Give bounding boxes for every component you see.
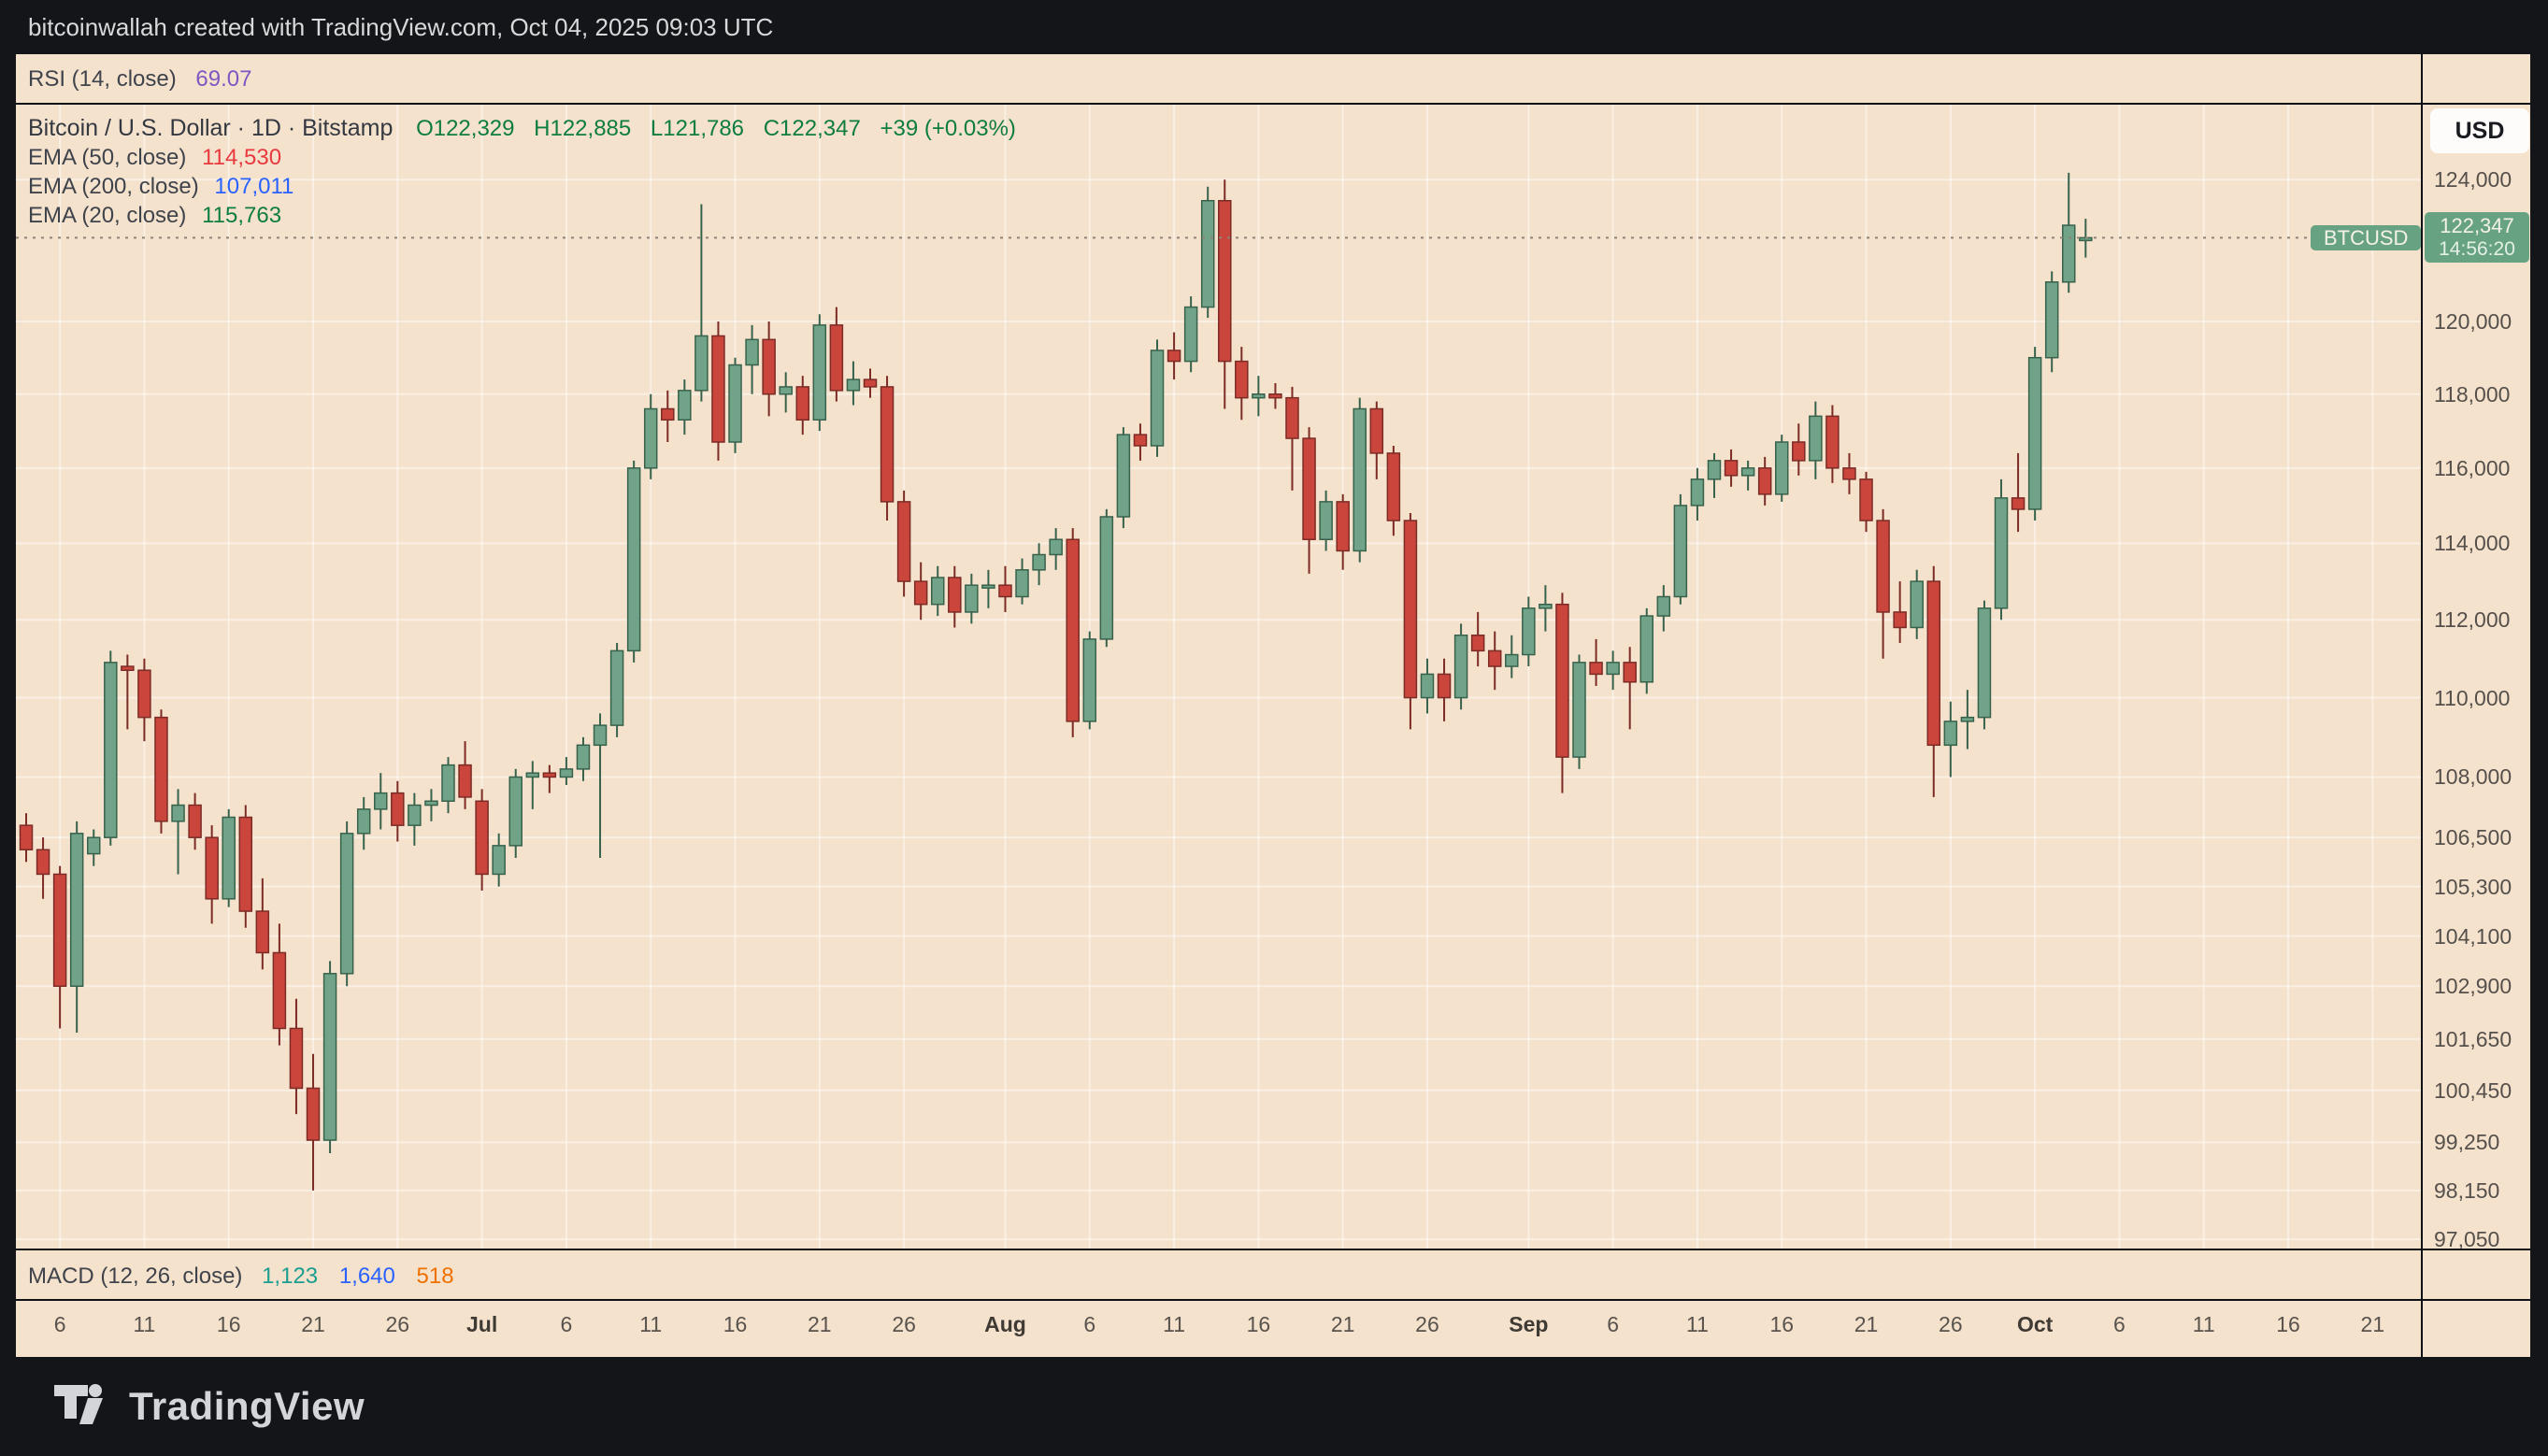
- ema20-legend[interactable]: EMA (20, close) 115,763: [28, 201, 1029, 230]
- time-month-label: Sep: [1509, 1312, 1549, 1336]
- rsi-value: 69.07: [195, 66, 252, 92]
- time-day-label: 16: [216, 1312, 241, 1336]
- ohlc-open: O122,329: [416, 116, 515, 141]
- symbol-legend[interactable]: Bitcoin / U.S. Dollar · 1D · Bitstamp O1…: [28, 114, 1029, 230]
- time-day-label: 16: [1769, 1312, 1795, 1336]
- time-day-label: 11: [639, 1312, 663, 1336]
- time-day-label: 21: [2360, 1312, 2385, 1336]
- ema50-label: EMA (50, close): [28, 145, 187, 170]
- time-day-label: 6: [560, 1312, 573, 1336]
- price-tick-label: 116,000: [2434, 455, 2511, 480]
- ema50-value: 114,530: [202, 145, 282, 170]
- time-month-label: Jul: [465, 1312, 498, 1336]
- ohlc-high: H122,885: [534, 116, 632, 141]
- price-tick-label: 98,150: [2434, 1178, 2500, 1203]
- price-tick-label: 101,650: [2434, 1026, 2512, 1051]
- footer-bar: TradingView: [0, 1357, 2548, 1456]
- ema20-value: 115,763: [202, 203, 282, 228]
- time-day-label: 21: [1854, 1312, 1879, 1336]
- time-day-label: 26: [385, 1312, 410, 1336]
- price-tick-label: 118,000: [2434, 381, 2511, 407]
- time-axis-separator: [16, 1299, 2530, 1301]
- rsi-legend[interactable]: RSI (14, close) 69.07: [28, 66, 251, 93]
- price-tick-label: 99,250: [2434, 1130, 2500, 1155]
- time-month-label: Oct: [2016, 1312, 2054, 1336]
- macd-value-hist: 518: [416, 1263, 454, 1289]
- currency-usd-label: USD: [2455, 118, 2505, 144]
- rsi-label: RSI (14, close): [28, 66, 177, 92]
- symbol-price-line-label: BTCUSD: [2324, 226, 2409, 250]
- ohlc-readout: O122,329 H122,885 L121,786 C122,347 +39 …: [416, 116, 1029, 141]
- price-tick-label: 112,000: [2434, 607, 2511, 633]
- time-day-label: 6: [1083, 1312, 1096, 1336]
- bar-countdown: 14:56:20: [2439, 238, 2515, 260]
- macd-label: MACD (12, 26, close): [28, 1263, 243, 1289]
- price-tick-label: 120,000: [2434, 309, 2512, 334]
- tradingview-logo-link[interactable]: TradingView: [54, 1383, 365, 1430]
- price-tick-label: 102,900: [2434, 974, 2512, 999]
- time-day-label: 11: [1163, 1312, 1186, 1336]
- time-month-label: Aug: [984, 1312, 1026, 1336]
- last-price-value: 122,347: [2440, 214, 2514, 237]
- time-day-label: 16: [1246, 1312, 1271, 1336]
- macd-values: 1,123 1,640 518: [262, 1263, 469, 1289]
- ema200-label: EMA (200, close): [28, 174, 199, 199]
- price-tick-label: 106,500: [2434, 825, 2512, 850]
- price-tick-label: 108,000: [2434, 764, 2512, 790]
- ema50-legend[interactable]: EMA (50, close) 114,530: [28, 143, 1029, 172]
- price-tick-label: 110,000: [2434, 685, 2511, 710]
- macd-pane-separator[interactable]: [16, 1249, 2530, 1250]
- time-day-label: 26: [892, 1312, 916, 1336]
- time-day-label: 16: [723, 1312, 748, 1336]
- time-day-label: 11: [2192, 1312, 2215, 1336]
- time-day-label: 21: [301, 1312, 325, 1336]
- tradingview-logo-icon: [54, 1384, 103, 1424]
- symbol-title[interactable]: Bitcoin / U.S. Dollar · 1D · Bitstamp: [28, 115, 394, 141]
- time-day-label: 26: [1415, 1312, 1439, 1336]
- chart-widget-background: [16, 54, 2530, 1357]
- rsi-pane-separator[interactable]: [16, 103, 2530, 105]
- time-day-label: 21: [1330, 1312, 1355, 1336]
- ema200-value: 107,011: [214, 174, 294, 199]
- time-day-label: 6: [2113, 1312, 2126, 1336]
- time-day-label: 6: [1607, 1312, 1620, 1336]
- price-tick-label: 124,000: [2434, 167, 2512, 193]
- ohlc-low: L121,786: [650, 116, 745, 141]
- price-tick-label: 97,050: [2434, 1227, 2500, 1252]
- macd-legend[interactable]: MACD (12, 26, close) 1,123 1,640 518: [28, 1263, 469, 1290]
- price-axis-separator: [2421, 54, 2423, 1357]
- watermark-title-bar: bitcoinwallah created with TradingView.c…: [0, 0, 2548, 54]
- time-day-label: 6: [53, 1312, 66, 1336]
- ohlc-change: +39 (+0.03%): [880, 116, 1016, 141]
- price-tick-label: 104,100: [2434, 923, 2512, 949]
- price-tick-label: 105,300: [2434, 874, 2512, 899]
- price-tick-label: 100,450: [2434, 1078, 2512, 1103]
- symbol-price-line-badge: BTCUSD: [2311, 225, 2422, 250]
- time-day-label: 26: [1939, 1312, 1963, 1336]
- ohlc-close: C122,347: [763, 116, 861, 141]
- ema200-legend[interactable]: EMA (200, close) 107,011: [28, 172, 1029, 201]
- macd-value-signal: 1,640: [338, 1263, 395, 1289]
- price-tick-label: 114,000: [2434, 531, 2511, 556]
- time-day-label: 11: [1685, 1312, 1709, 1336]
- tradingview-wordmark: TradingView: [129, 1384, 365, 1428]
- time-day-label: 11: [133, 1312, 156, 1336]
- macd-value-macd: 1,123: [262, 1263, 319, 1289]
- time-day-label: 21: [808, 1312, 832, 1336]
- last-price-badge: 122,347 14:56:20: [2425, 212, 2529, 263]
- watermark-text: bitcoinwallah created with TradingView.c…: [28, 13, 774, 41]
- currency-usd-button[interactable]: USD: [2430, 108, 2529, 153]
- ema20-label: EMA (20, close): [28, 203, 187, 228]
- time-day-label: 16: [2276, 1312, 2300, 1336]
